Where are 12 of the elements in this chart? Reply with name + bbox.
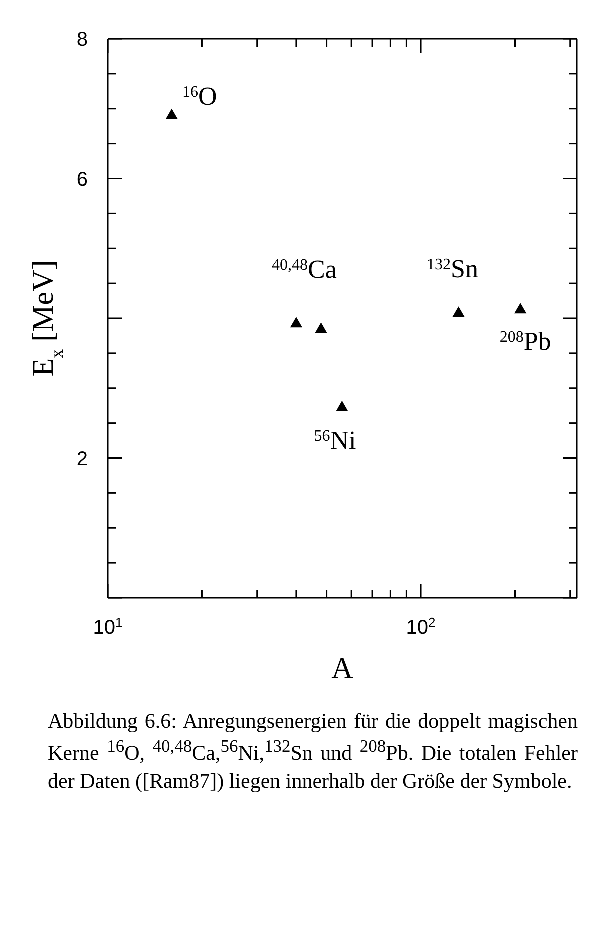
annotation: $^{208}$Pb	[500, 327, 552, 356]
y-tick-label: 2	[76, 448, 88, 470]
annotation: $^{40,48}$Ca	[272, 255, 338, 284]
annotation: $^{132}$Sn	[427, 254, 478, 284]
x-axis-title: A	[332, 652, 354, 685]
y-tick-label: 6	[76, 168, 88, 191]
x-tick-label: 10$^{1}$	[93, 614, 123, 639]
y-tick-label: 8	[76, 29, 88, 51]
x-tick-label: 10$^{2}$	[406, 614, 436, 639]
annotation: $^{56}$Ni	[314, 426, 356, 455]
annotation: $^{16}$O	[182, 82, 218, 111]
text: Abbildung 6.6: Anregungsenergien für die doppelt magischen Kerne $^{16}$O, $^{40,48}$Ca,$^{56}$Ni,$^{132}$Sn und $^{208}$Pb. Die totalen Fehler der Daten ([Ram87]) liegen innerhalb der Größe der Symbole.	[48, 709, 578, 793]
